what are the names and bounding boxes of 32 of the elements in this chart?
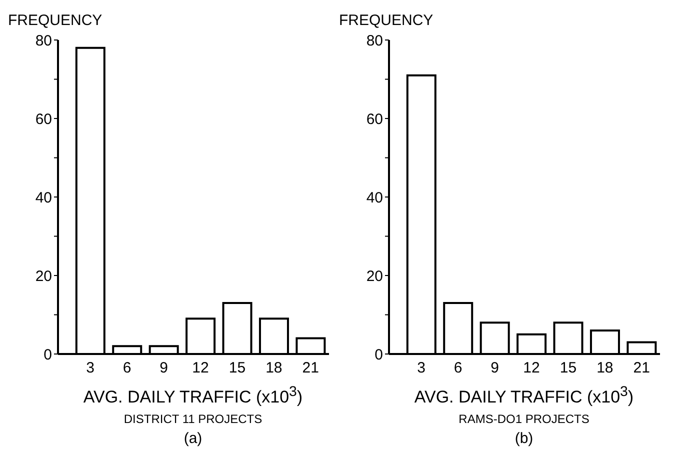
x-tick-label: 18 — [596, 360, 614, 377]
text: DISTRICT 11 PROJECTS — [122, 412, 264, 426]
x-axis-title: AVG. DAILY TRAFFIC (x10$^{3}$) — [82, 384, 304, 408]
y-tick-label: 40 — [35, 189, 52, 206]
x-tick-label: 3 — [86, 360, 95, 377]
y-axis-title: FREQUENCY — [8, 12, 102, 29]
x-tick-label: 12 — [192, 360, 209, 377]
text: (b) — [514, 430, 534, 447]
x-tick-label: 15 — [228, 360, 246, 377]
x-tick-label: 21 — [633, 360, 650, 377]
y-axis-title: FREQUENCY — [339, 12, 434, 29]
y-tick-label: 60 — [366, 110, 383, 128]
y-tick-label: 0 — [44, 346, 52, 364]
x-tick-label: 9 — [160, 360, 168, 377]
y-tick-label: 20 — [35, 268, 52, 285]
y-tick-label: 80 — [35, 32, 52, 50]
y-tick-label: 80 — [366, 32, 383, 50]
y-tick-label: 20 — [366, 268, 383, 285]
x-tick-label: 6 — [454, 360, 462, 377]
y-tick-label: 40 — [366, 189, 383, 206]
y-tick-label: 60 — [35, 110, 52, 128]
x-tick-label: 6 — [122, 360, 132, 377]
x-tick-label: 21 — [302, 360, 319, 377]
x-tick-label: 18 — [266, 360, 282, 377]
x-tick-label: 3 — [417, 360, 426, 377]
x-tick-label: 9 — [490, 360, 499, 377]
x-tick-label: 15 — [560, 360, 577, 377]
x-tick-label: 12 — [523, 360, 540, 377]
y-tick-label: 0 — [374, 346, 383, 364]
text: RAMS-DO1 PROJECTS — [458, 412, 590, 426]
x-axis-title: AVG. DAILY TRAFFIC (x10$^{3}$) — [413, 384, 635, 408]
text: (a) — [182, 430, 204, 447]
